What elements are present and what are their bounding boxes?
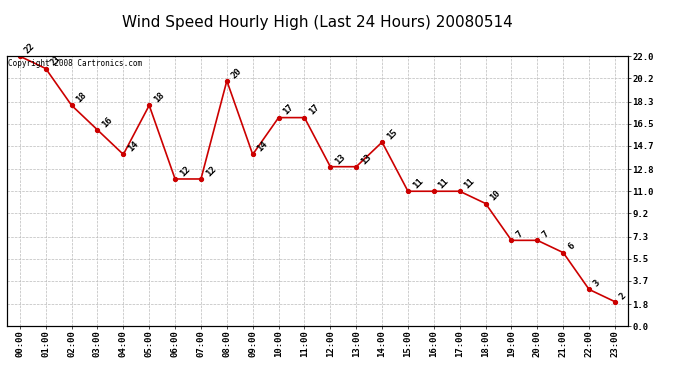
Text: 7: 7 <box>540 230 551 240</box>
Text: 12: 12 <box>178 164 192 178</box>
Text: 10: 10 <box>489 189 502 203</box>
Text: 6: 6 <box>566 242 576 252</box>
Text: Copyright 2008 Cartronics.com: Copyright 2008 Cartronics.com <box>8 59 142 68</box>
Text: 7: 7 <box>514 230 524 240</box>
Text: 18: 18 <box>152 91 166 105</box>
Text: 21: 21 <box>48 54 63 68</box>
Text: 17: 17 <box>282 103 295 117</box>
Text: 20: 20 <box>230 66 244 80</box>
Text: 3: 3 <box>592 279 602 289</box>
Text: Wind Speed Hourly High (Last 24 Hours) 20080514: Wind Speed Hourly High (Last 24 Hours) 2… <box>122 15 513 30</box>
Text: 13: 13 <box>333 152 347 166</box>
Text: 11: 11 <box>437 177 451 190</box>
Text: 12: 12 <box>204 164 218 178</box>
Text: 11: 11 <box>462 177 477 190</box>
Text: 16: 16 <box>100 115 115 129</box>
Text: 22: 22 <box>23 42 37 56</box>
Text: 14: 14 <box>126 140 140 154</box>
Text: 11: 11 <box>411 177 425 190</box>
Text: 14: 14 <box>255 140 270 154</box>
Text: 13: 13 <box>359 152 373 166</box>
Text: 2: 2 <box>618 291 628 301</box>
Text: 18: 18 <box>75 91 88 105</box>
Text: 15: 15 <box>385 128 399 141</box>
Text: 17: 17 <box>307 103 322 117</box>
